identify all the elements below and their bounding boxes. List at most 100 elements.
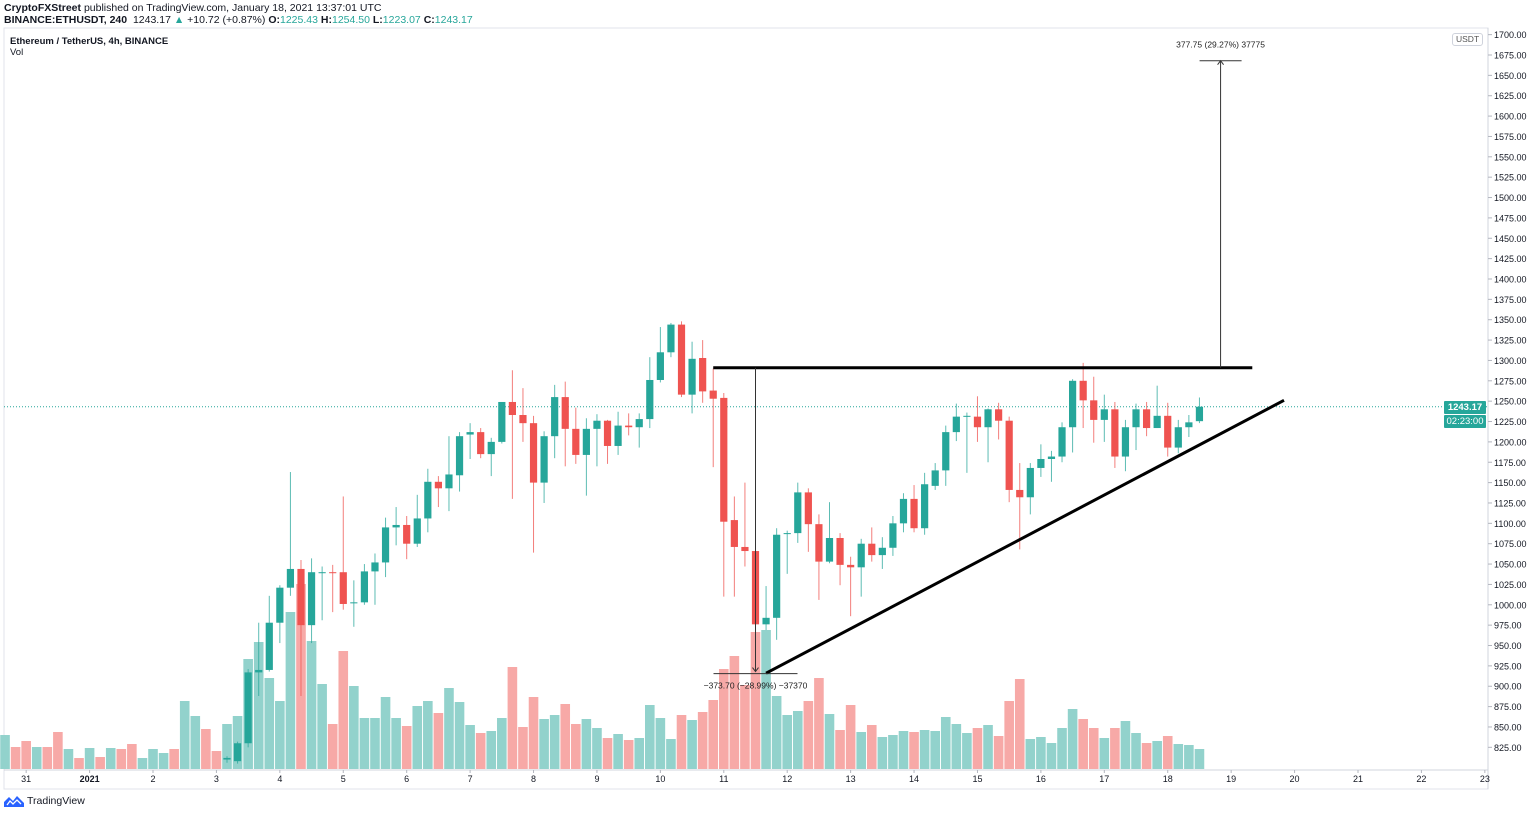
published-text: published on TradingView.com, January 18… (83, 2, 382, 14)
volume-bar (74, 758, 84, 769)
candle-body (804, 492, 812, 525)
candle (614, 411, 622, 455)
volume-bar (666, 739, 676, 769)
candle (265, 595, 273, 672)
candle-body (1090, 400, 1098, 420)
bar-countdown: 02:23:00 (1444, 415, 1486, 428)
price-tick-label: 1400.00 (1494, 274, 1527, 284)
candle-body (741, 546, 749, 552)
candle (847, 556, 855, 617)
candle (931, 463, 939, 490)
candle (360, 564, 369, 605)
candle-body (1047, 456, 1056, 459)
time-tick-label: 20 (1290, 774, 1300, 784)
candle (625, 413, 633, 436)
volume-bar (877, 737, 888, 769)
candle-body (561, 397, 569, 429)
price-tick-label: 1575.00 (1494, 132, 1527, 142)
volume-bar (951, 724, 962, 769)
candle (667, 322, 675, 358)
volume-bar (158, 753, 169, 769)
volume-bar (444, 688, 454, 769)
candle (709, 368, 717, 468)
candle (1005, 416, 1013, 503)
candle-body (889, 523, 897, 548)
candle-body (963, 415, 971, 417)
price-tick-label: 1650.00 (1494, 71, 1527, 81)
currency-badge[interactable]: USDT (1452, 33, 1484, 46)
volume-bar (782, 715, 793, 769)
low-label: L: (372, 14, 383, 26)
time-tick-label: 8 (531, 774, 536, 784)
price-axis[interactable]: 825.00 850.00 875.00 900.00 925.00 950.00 975.… (1488, 30, 1527, 753)
volume-bar (687, 720, 697, 769)
publisher-name[interactable]: CryptoFXStreet (4, 2, 82, 14)
volume-bar (412, 706, 423, 769)
volume-bar (909, 732, 919, 769)
price-tick-label: 1550.00 (1494, 152, 1527, 162)
price-tick-label: 1050.00 (1494, 560, 1527, 570)
candle-body (973, 416, 982, 428)
volume-bar (95, 757, 105, 769)
candle-body (477, 432, 485, 455)
price-tick-label: 1075.00 (1494, 539, 1527, 549)
candle (995, 402, 1003, 440)
candle-body (1037, 458, 1045, 468)
legend-volume[interactable]: Vol (10, 47, 24, 58)
time-tick-label: 31 (21, 774, 31, 784)
volume-bar (962, 733, 972, 769)
candle-body (529, 423, 538, 483)
candle (730, 496, 738, 597)
candle-body (381, 527, 390, 563)
price-tick-label: 1350.00 (1494, 315, 1527, 325)
candle-body (815, 524, 823, 562)
open-label: O: (268, 14, 280, 26)
volume-bar (1162, 736, 1173, 769)
price-tick-label: 850.00 (1494, 722, 1522, 732)
time-tick-label: 18 (1163, 774, 1173, 784)
legend-title[interactable]: Ethereum / TetherUS, 4h, BINANCE (10, 36, 169, 47)
volume-bar (1004, 701, 1014, 769)
candle (1026, 463, 1034, 515)
volume-bar (571, 724, 581, 769)
price-tick-label: 1600.00 (1494, 112, 1527, 122)
candle (540, 431, 548, 503)
time-tick-label: 2021 (80, 774, 100, 784)
candle (255, 622, 263, 697)
candle-body (339, 572, 347, 604)
candle (825, 502, 834, 564)
volume-bar (972, 728, 983, 769)
price-tick-label: 1225.00 (1494, 417, 1527, 427)
candle (646, 357, 654, 429)
volume-bar (327, 724, 338, 769)
candle (1047, 450, 1056, 482)
candle-body (1174, 427, 1182, 448)
tradingview-logo[interactable]: TradingView (4, 795, 85, 807)
volume-bar (539, 719, 549, 769)
volume-bar (201, 729, 211, 769)
candle-body (646, 379, 654, 420)
high-value: 1254.50 (331, 14, 370, 26)
volume-bar (423, 701, 433, 769)
logo-text: TradingView (27, 795, 85, 807)
candle (857, 538, 865, 597)
time-tick-label: 17 (1099, 774, 1109, 784)
drawings[interactable]: −373.70 (−28.99%) −37370 377.75 (29.27%) … (704, 40, 1285, 691)
volume-bar (148, 749, 158, 769)
volume-bar (1173, 744, 1184, 769)
candle (339, 496, 347, 610)
candle (477, 428, 485, 459)
price-tick-label: 1425.00 (1494, 254, 1527, 264)
time-axis[interactable]: 31 2021 2 3 4 5 6 7 8 9 10 11 12 13 14 15 16 17 18 19 20 21 22… (21, 770, 1490, 784)
volume-bar (42, 747, 53, 769)
volume-bar (391, 718, 401, 769)
volume-bar (401, 726, 412, 769)
candle (688, 341, 696, 414)
candle-body (265, 622, 273, 670)
candle (350, 580, 358, 627)
price-tick-label: 1300.00 (1494, 356, 1527, 366)
volume-bar (1184, 745, 1194, 769)
volume-bar (317, 684, 327, 769)
support-trendline[interactable] (765, 399, 1285, 675)
